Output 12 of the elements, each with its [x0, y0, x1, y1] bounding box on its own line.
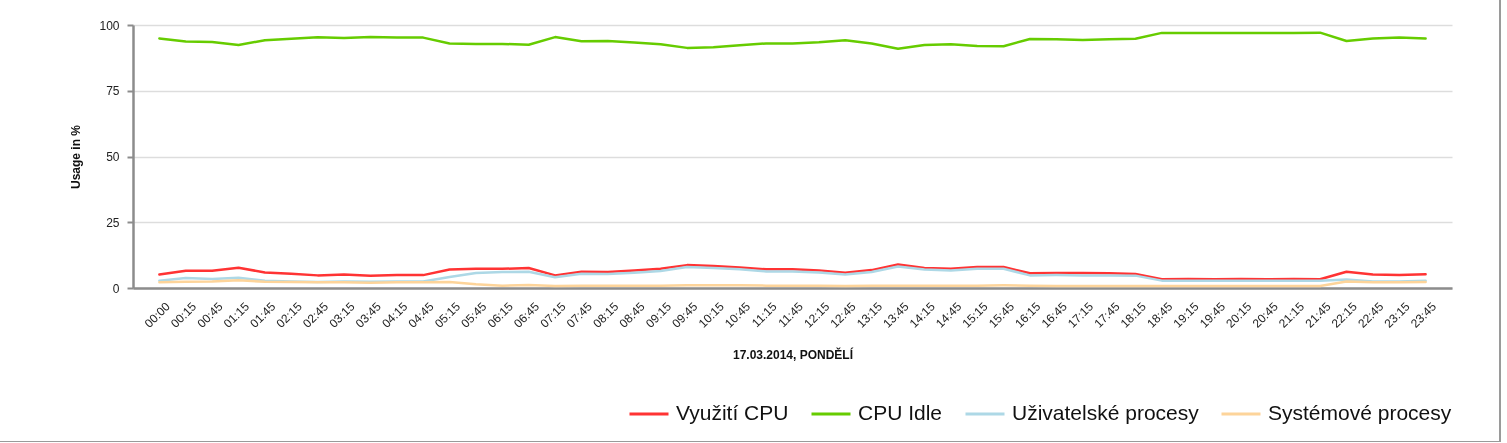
legend-label: CPU Idle [858, 401, 943, 424]
y-tick-label: 0 [112, 281, 120, 296]
y-tick-label: 75 [106, 84, 120, 99]
y-tick-label: 100 [99, 18, 120, 33]
y-tick-label: 50 [106, 150, 120, 164]
line-series [158, 31, 1427, 50]
legend-label: Využití CPU [676, 401, 789, 424]
legend-label: Systémové procesy [1268, 401, 1452, 424]
x-axis-title: 17.03.2014, PONDĚLÍ [732, 346, 854, 362]
y-axis-title: Usage in % [69, 124, 84, 190]
legend-label: Uživatelské procesy [1012, 401, 1200, 424]
y-tick-label: 25 [106, 215, 120, 230]
